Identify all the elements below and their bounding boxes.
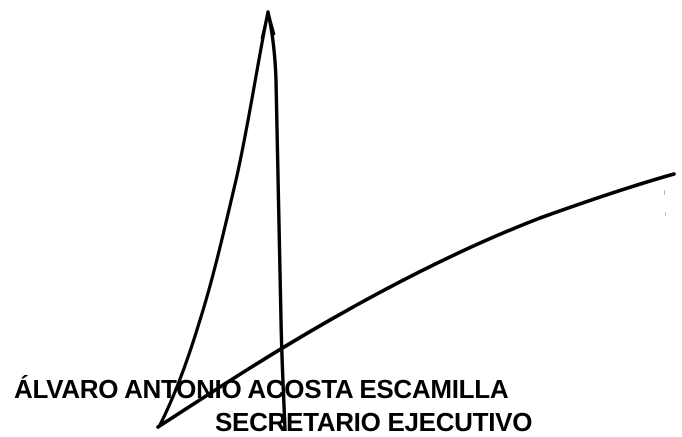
signer-name: ÁLVARO ANTONIO ACOSTA ESCAMILLA xyxy=(14,374,509,404)
signature-stroke-ascender xyxy=(158,10,270,427)
signature-stroke-descender xyxy=(266,10,287,431)
scan-speck xyxy=(665,212,666,216)
signature-stroke-apex xyxy=(260,10,276,40)
scan-speck xyxy=(664,190,665,195)
signer-title: SECRETARIO EJECUTIVO xyxy=(215,407,533,437)
